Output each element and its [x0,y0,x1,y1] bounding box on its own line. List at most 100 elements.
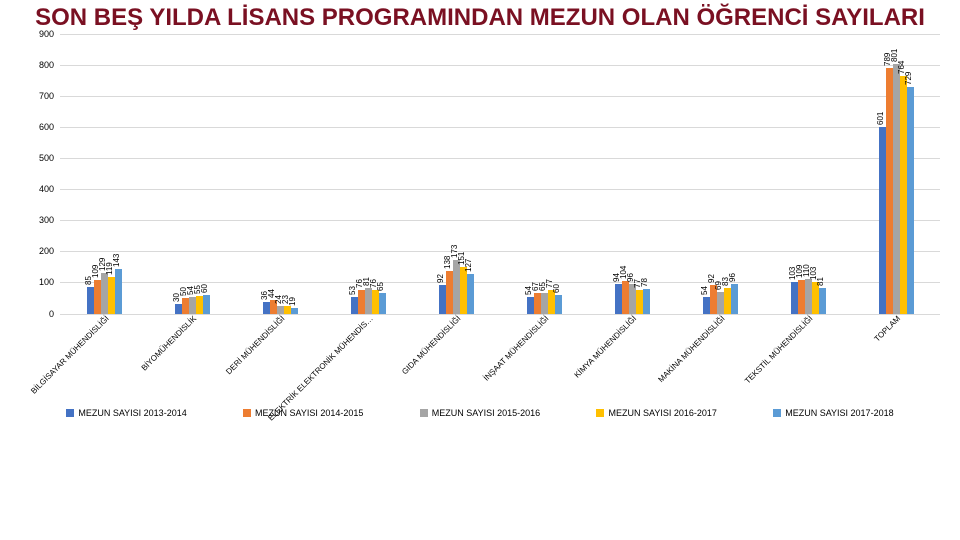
legend-item: MEZUN SAYISI 2015-2016 [420,408,540,418]
bar-value-label: 729 [904,71,913,84]
bar [284,306,291,313]
bar [643,289,650,313]
bar-group: 92138173151127GIDA MÜHENDİSLİĞİ [412,34,500,314]
bar [812,282,819,314]
bar [541,293,548,313]
y-tick-label: 300 [20,215,54,225]
bar [365,288,372,313]
bar-value-label: 81 [816,278,825,287]
bar [622,281,629,313]
bar [555,295,562,314]
category-label: İNŞAAT MÜHENDİSLİĞİ [482,314,551,383]
y-tick-label: 600 [20,122,54,132]
y-tick-label: 500 [20,153,54,163]
bar [791,282,798,314]
bar-group: 601789801764729TOPLAM [852,34,940,314]
bar-group: 3644242319DERİ MÜHENDİSLİĞİ [236,34,324,314]
bar-value-label: 54 [700,286,709,295]
bar [724,288,731,314]
bar [731,284,738,314]
legend-label: MEZUN SAYISI 2013-2014 [78,408,186,418]
bar [196,296,203,313]
legend-item: MEZUN SAYISI 2014-2015 [243,408,363,418]
bar [351,297,358,313]
bar-value-label: 601 [876,111,885,124]
legend-item: MEZUN SAYISI 2013-2014 [66,408,186,418]
bar [203,295,210,314]
bar [182,298,189,314]
bar-group: 5467657760İNŞAAT MÜHENDİSLİĞİ [500,34,588,314]
plot-area: 0100200300400500600700800900851091291191… [60,34,940,314]
category-label: DERİ MÜHENDİSLİĞİ [224,314,286,376]
bar [819,288,826,313]
legend-item: MEZUN SAYISI 2017-2018 [773,408,893,418]
category-label: GIDA MÜHENDİSLİĞİ [400,314,462,376]
bar [893,64,900,313]
legend-swatch [420,409,428,417]
legend-label: MEZUN SAYISI 2015-2016 [432,408,540,418]
bar-group: 10310911010381TEKSTİL MÜHENDİSLİĞİ [764,34,852,314]
legend-label: MEZUN SAYISI 2016-2017 [608,408,716,418]
y-tick-label: 900 [20,29,54,39]
bar [534,293,541,314]
chart-legend: MEZUN SAYISI 2013-2014 MEZUN SAYISI 2014-… [0,404,960,418]
bar [886,68,893,313]
bar [379,293,386,313]
bar [108,277,115,314]
bar-value-label: 96 [728,273,737,282]
bar-chart: 0100200300400500600700800900851091291191… [20,34,940,404]
y-tick-label: 200 [20,246,54,256]
bar [703,297,710,314]
bar [900,76,907,314]
bar [805,279,812,313]
category-label: TEKSTİL MÜHENDİSLİĞİ [743,314,815,386]
bar-value-label: 78 [640,278,649,287]
bar [717,292,724,313]
bar [175,304,182,313]
bar-value-label: 92 [436,274,445,283]
bar-value-label: 60 [552,284,561,293]
page-title: SON BEŞ YILDA LİSANS PROGRAMINDAN MEZUN … [0,0,960,34]
bar [879,127,886,314]
bar-group: 85109129119143BİLGİSAYAR MÜHENDİSLİĞİ [60,34,148,314]
bar-group: 5492698396MAKİNA MÜHENDİSLİĞİ [676,34,764,314]
legend-swatch [66,409,74,417]
bar-value-label: 19 [288,297,297,306]
bar [446,271,453,314]
bar [291,308,298,314]
bar [548,290,555,314]
legend-label: MEZUN SAYISI 2017-2018 [785,408,893,418]
bar [277,306,284,313]
category-label: TOPLAM [873,314,903,344]
bar-value-label: 60 [200,284,209,293]
legend-swatch [243,409,251,417]
bar [527,297,534,314]
bar [372,290,379,314]
bar [87,287,94,313]
bar [636,290,643,314]
bar-group: 5376817665ELEKTRİK ELEKTRONİK MÜHENDİS… [324,34,412,314]
category-label: KİMYA MÜHENDİSLİĞİ [573,314,639,380]
bar-value-label: 65 [376,282,385,291]
bar [101,273,108,313]
category-label: BİLGİSAYAR MÜHENDİSLİĞİ [29,314,111,396]
bar-value-label: 127 [464,259,473,272]
bar [467,274,474,314]
bar [629,284,636,314]
bar [453,260,460,314]
bar [189,297,196,314]
y-tick-label: 800 [20,60,54,70]
y-tick-label: 100 [20,277,54,287]
y-tick-label: 700 [20,91,54,101]
bar [94,280,101,314]
bar [798,280,805,314]
category-label: MAKİNA MÜHENDİSLİĞİ [656,314,726,384]
category-label: BİYOMÜHENDİSLİK [140,314,199,373]
y-tick-label: 400 [20,184,54,194]
legend-swatch [596,409,604,417]
bar [460,267,467,314]
bar [439,285,446,314]
bar [907,87,914,314]
bar [615,284,622,313]
bar-value-label: 143 [112,254,121,267]
